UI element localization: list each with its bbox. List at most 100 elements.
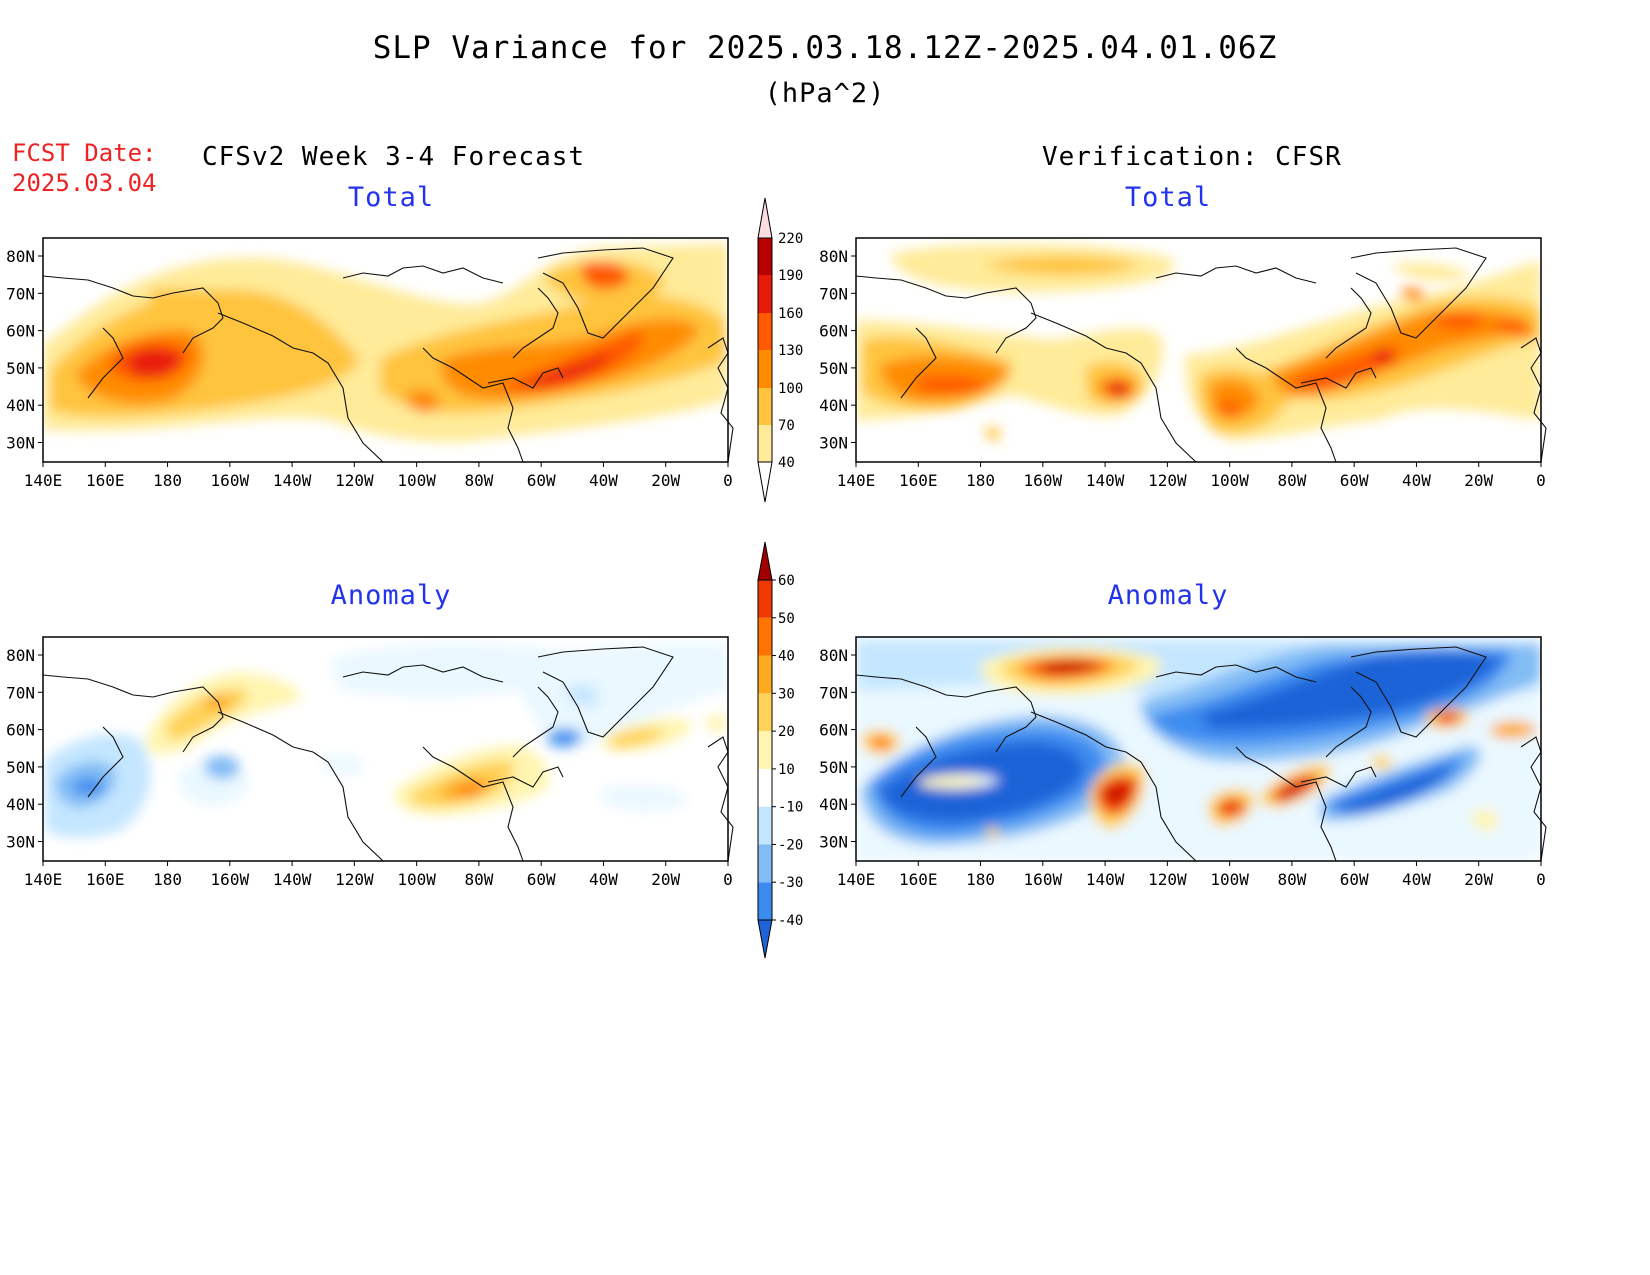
verification-total-coastline-segment bbox=[1325, 287, 1372, 359]
verification-total-coastline-segment bbox=[1350, 247, 1487, 339]
forecast-anomaly-coastline-segment bbox=[707, 736, 734, 862]
forecast-anomaly-map bbox=[43, 637, 728, 861]
total-colorbar: 40 70 100 130 160 190 220 bbox=[757, 197, 803, 503]
forecast-anomaly-coastline-segment bbox=[172, 686, 224, 753]
verification-anomaly-coastline-segment bbox=[1350, 646, 1487, 738]
anomaly-colorbar-frame bbox=[757, 579, 773, 921]
anomaly-colorbar-low-triangle bbox=[757, 919, 773, 959]
total-colorbar-box bbox=[758, 313, 772, 350]
forecast-anomaly-coastline-segment bbox=[512, 686, 559, 758]
forecast-total-lon-label: 140E bbox=[24, 471, 63, 490]
forecast-total-lon-label: 60W bbox=[527, 471, 556, 490]
total-colorbar-box bbox=[758, 425, 772, 462]
forecast-anomaly-lon-label: 120W bbox=[335, 870, 374, 889]
forecast-total-lon-label: 180 bbox=[153, 471, 182, 490]
verification-anomaly-lat-label: 70N bbox=[819, 683, 848, 702]
total-colorbar-label: 40 bbox=[778, 455, 795, 471]
forecast-total-coastline-segment bbox=[537, 247, 674, 339]
anomaly-colorbar-label: 50 bbox=[778, 611, 795, 627]
verification-total-lat-label: 30N bbox=[819, 434, 848, 453]
forecast-anomaly-coastline-segment bbox=[537, 646, 674, 738]
forecast-anomaly-lon-label: 160W bbox=[211, 870, 250, 889]
verification-total-lon-label: 120W bbox=[1148, 471, 1187, 490]
verification-anomaly-frame bbox=[855, 636, 1542, 862]
fcst-date-label: FCST Date: 2025.03.04 bbox=[12, 138, 157, 198]
total-colorbar-label: 220 bbox=[778, 231, 803, 247]
forecast-total-coastline-segment bbox=[512, 287, 559, 359]
anomaly-colorbar-box bbox=[758, 655, 772, 694]
verification-anomaly-lon-label: 80W bbox=[1277, 870, 1306, 889]
forecast-anomaly-coastline-segment bbox=[217, 711, 384, 862]
anomaly-colorbar-label: 10 bbox=[778, 762, 795, 778]
verification-total-lon-label: 160W bbox=[1024, 471, 1063, 490]
verification-total-map bbox=[856, 238, 1541, 462]
anomaly-colorbar-label: -40 bbox=[778, 913, 803, 929]
forecast-total-lon-label: 80W bbox=[464, 471, 493, 490]
forecast-total-lon-label: 120W bbox=[335, 471, 374, 490]
verification-anomaly-lat-label: 50N bbox=[819, 758, 848, 777]
anomaly-colorbar-box bbox=[758, 731, 772, 769]
forecast-anomaly-lon-label: 160E bbox=[86, 870, 125, 889]
verification-anomaly-coastlines bbox=[855, 646, 1547, 862]
forecast-total-map bbox=[43, 238, 728, 462]
forecast-anomaly-coastline-segment bbox=[87, 726, 124, 798]
forecast-anomaly-lat-label: 40N bbox=[6, 795, 35, 814]
anomaly-colorbar-box bbox=[758, 580, 772, 618]
verification-total-lon-label: 40W bbox=[1402, 471, 1431, 490]
forecast-total-coastline-segment bbox=[87, 327, 124, 399]
forecast-total-axes: 140E 160E 180 160W 140W 120W 100W 80W 60W 40W 20W 0… bbox=[6, 237, 734, 490]
anomaly-colorbar-box bbox=[758, 882, 772, 920]
verification-anomaly-lon-label: 120W bbox=[1148, 870, 1187, 889]
anomaly-colorbar: -40 -30 -20 -10 10 20 30 40 50 60 bbox=[757, 541, 803, 959]
forecast-column-heading: CFSv2 Week 3-4 Forecast bbox=[202, 142, 586, 172]
verification-anomaly-coastline-segment bbox=[1520, 736, 1547, 862]
forecast-anomaly-lon-label: 100W bbox=[397, 870, 436, 889]
anomaly-colorbar-label: 20 bbox=[778, 724, 795, 740]
verification-total-lon-label: 80W bbox=[1277, 471, 1306, 490]
verification-total-lon-label: 100W bbox=[1210, 471, 1249, 490]
forecast-anomaly-lon-label: 40W bbox=[589, 870, 618, 889]
forecast-anomaly-lon-label: 20W bbox=[651, 870, 680, 889]
forecast-anomaly-coastline-segment bbox=[342, 664, 504, 683]
verification-total-coastline-segment bbox=[1300, 367, 1377, 389]
verification-anomaly-coastline-segment bbox=[1300, 766, 1377, 788]
forecast-total-lat-label: 70N bbox=[6, 284, 35, 303]
forecast-anomaly-lon-label: 60W bbox=[527, 870, 556, 889]
verification-total-lon-label: 0 bbox=[1536, 471, 1546, 490]
verification-anomaly-lon-label: 20W bbox=[1464, 870, 1493, 889]
forecast-anomaly-lat-label: 80N bbox=[6, 646, 35, 665]
forecast-total-coastline-segment bbox=[172, 287, 224, 354]
forecast-total-lat-label: 80N bbox=[6, 247, 35, 266]
total-colorbar-label: 100 bbox=[778, 381, 803, 397]
forecast-anomaly-lon-label: 80W bbox=[464, 870, 493, 889]
anomaly-colorbar-label: -20 bbox=[778, 837, 803, 853]
verification-anomaly-lon-label: 160W bbox=[1024, 870, 1063, 889]
forecast-anomaly-lon-label: 0 bbox=[723, 870, 733, 889]
verification-total-title: Total bbox=[1124, 182, 1212, 213]
verification-total-coastline-segment bbox=[1520, 337, 1547, 463]
verification-anomaly-coastline-segment bbox=[985, 686, 1037, 753]
verification-anomaly-lon-label: 40W bbox=[1402, 870, 1431, 889]
verification-anomaly-lon-label: 100W bbox=[1210, 870, 1249, 889]
anomaly-colorbar-box bbox=[758, 768, 772, 807]
forecast-anomaly-coastlines bbox=[42, 646, 734, 862]
total-colorbar-label: 190 bbox=[778, 268, 803, 284]
main-title: SLP Variance for 2025.03.18.12Z-2025.04.… bbox=[372, 30, 1278, 66]
forecast-total-lat-label: 40N bbox=[6, 396, 35, 415]
anomaly-colorbar-label: 40 bbox=[778, 649, 795, 665]
verification-total-coastline-segment bbox=[1155, 265, 1317, 284]
verification-total-lon-label: 140W bbox=[1086, 471, 1125, 490]
verification-total-lat-label: 50N bbox=[819, 359, 848, 378]
verification-anomaly-lat-label: 80N bbox=[819, 646, 848, 665]
total-colorbar-box bbox=[758, 275, 772, 313]
verification-total-lat-label: 40N bbox=[819, 396, 848, 415]
forecast-total-lon-label: 0 bbox=[723, 471, 733, 490]
verification-anomaly-lon-label: 180 bbox=[966, 870, 995, 889]
verification-total-frame bbox=[855, 237, 1542, 463]
anomaly-colorbar-label: -30 bbox=[778, 875, 803, 891]
verification-anomaly-coastline-segment bbox=[855, 674, 987, 698]
forecast-total-lon-label: 20W bbox=[651, 471, 680, 490]
forecast-total-frame bbox=[42, 237, 729, 463]
total-colorbar-frame bbox=[757, 237, 773, 463]
